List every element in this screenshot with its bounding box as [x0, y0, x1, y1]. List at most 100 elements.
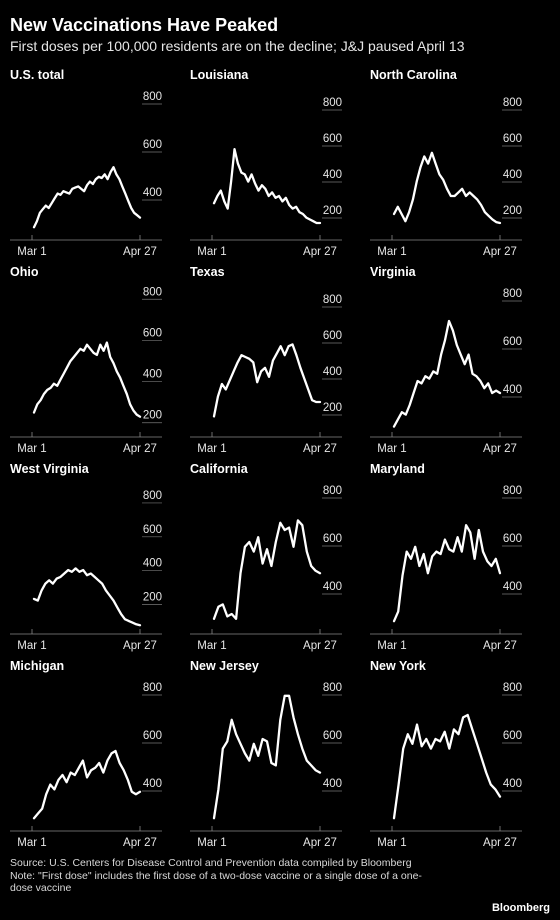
y-tick-label: 400: [323, 169, 342, 181]
panel-svg-maryland: Maryland 400 600 800 Mar 1 Apr 27: [370, 462, 522, 652]
panel-svg-west-virginia: West Virginia 200 400 600 800 Mar 1 Apr 27: [10, 462, 162, 652]
y-tick-label: 200: [143, 592, 162, 604]
bloomberg-logo: Bloomberg: [491, 902, 550, 914]
series-line: [392, 713, 502, 820]
y-tick-label: 800: [143, 91, 162, 103]
x-tick-label-end: Apr 27: [123, 246, 157, 258]
y-tick-label: 600: [503, 533, 522, 545]
series-line: [32, 341, 142, 418]
y-tick-label: 600: [143, 524, 162, 536]
x-tick-label-end: Apr 27: [303, 640, 337, 652]
x-tick-label-start: Mar 1: [17, 246, 46, 258]
y-tick-label: 200: [503, 205, 522, 217]
y-tick-label: 800: [503, 97, 522, 109]
series-line: [32, 749, 142, 820]
y-tick-label: 600: [323, 330, 342, 342]
panel-svg-virginia: Virginia 400 600 800 Mar 1 Apr 27: [370, 265, 522, 455]
x-tick-label-end: Apr 27: [123, 443, 157, 455]
y-tick-label: 400: [143, 778, 162, 790]
panel-title: U.S. total: [10, 68, 64, 82]
panel-title: Maryland: [370, 462, 425, 476]
y-tick-label: 200: [143, 410, 162, 422]
x-tick-label-start: Mar 1: [377, 443, 406, 455]
source-note: Source: U.S. Centers for Disease Control…: [10, 857, 412, 869]
chart-title: New Vaccinations Have Peaked: [10, 15, 279, 35]
x-tick-label-end: Apr 27: [123, 837, 157, 849]
y-tick-label: 400: [503, 169, 522, 181]
x-tick-label-end: Apr 27: [303, 443, 337, 455]
panel-svg-california: California 400 600 800 Mar 1 Apr 27: [190, 462, 342, 652]
panel-svg-louisiana: Louisiana 200 400 600 800 Mar 1 Apr 27: [190, 68, 342, 258]
panel-title: West Virginia: [10, 462, 90, 476]
panel-title: New Jersey: [190, 659, 259, 673]
x-tick-label-end: Apr 27: [483, 246, 517, 258]
panel-virginia: Virginia 400 600 800 Mar 1 Apr 27: [370, 259, 550, 457]
y-tick-label: 800: [503, 288, 522, 300]
panel-maryland: Maryland 400 600 800 Mar 1 Apr 27: [370, 456, 550, 654]
panel-title: Texas: [190, 265, 225, 279]
y-tick-label: 600: [323, 133, 342, 145]
x-tick-label-start: Mar 1: [17, 837, 46, 849]
x-tick-label-end: Apr 27: [123, 640, 157, 652]
y-tick-label: 800: [323, 97, 342, 109]
panel-new-jersey: New Jersey 400 600 800 Mar 1 Apr 27: [190, 653, 370, 851]
series-line: [32, 166, 142, 229]
x-tick-label-start: Mar 1: [377, 246, 406, 258]
y-tick-label: 600: [323, 533, 342, 545]
panel-north-carolina: North Carolina 200 400 600 800 Mar 1 Apr 27: [370, 62, 550, 260]
chart-subtitle: First doses per 100,000 residents are on…: [10, 38, 465, 54]
panel-title: Michigan: [10, 659, 64, 673]
y-tick-label: 600: [503, 730, 522, 742]
y-tick-label: 400: [323, 778, 342, 790]
x-tick-label-start: Mar 1: [17, 443, 46, 455]
y-tick-label: 200: [323, 402, 342, 414]
y-tick-label: 400: [323, 366, 342, 378]
panel-california: California 400 600 800 Mar 1 Apr 27: [190, 456, 370, 654]
y-tick-label: 600: [143, 327, 162, 339]
panel-svg-michigan: Michigan 400 600 800 Mar 1 Apr 27: [10, 659, 162, 849]
y-tick-label: 600: [143, 139, 162, 151]
y-tick-label: 800: [323, 682, 342, 694]
series-line: [212, 694, 322, 820]
y-tick-label: 400: [503, 778, 522, 790]
y-tick-label: 600: [143, 730, 162, 742]
panel-title: Louisiana: [190, 68, 249, 82]
y-tick-label: 200: [323, 205, 342, 217]
y-tick-label: 400: [503, 581, 522, 593]
panel-title: Ohio: [10, 265, 39, 279]
x-tick-label-end: Apr 27: [483, 640, 517, 652]
x-tick-label-end: Apr 27: [483, 443, 517, 455]
y-tick-label: 400: [323, 581, 342, 593]
x-tick-label-start: Mar 1: [17, 640, 46, 652]
y-tick-label: 800: [143, 682, 162, 694]
panel-svg-texas: Texas 200 400 600 800 Mar 1 Apr 27: [190, 265, 342, 455]
x-tick-label-start: Mar 1: [197, 246, 226, 258]
y-tick-label: 400: [143, 187, 162, 199]
panel-svg-north-carolina: North Carolina 200 400 600 800 Mar 1 Apr 27: [370, 68, 522, 258]
y-tick-label: 800: [323, 294, 342, 306]
panel-new-york: New York 400 600 800 Mar 1 Apr 27: [370, 653, 550, 851]
definition-note: Note: "First dose" includes the first do…: [10, 869, 422, 895]
panel-ohio: Ohio 200 400 600 800 Mar 1 Apr 27: [10, 259, 190, 457]
panel-michigan: Michigan 400 600 800 Mar 1 Apr 27: [10, 653, 190, 851]
panel-title: California: [190, 462, 249, 476]
x-tick-label-end: Apr 27: [303, 837, 337, 849]
series-line: [392, 524, 502, 623]
panel-svg-ohio: Ohio 200 400 600 800 Mar 1 Apr 27: [10, 265, 162, 455]
panel-svg-new-york: New York 400 600 800 Mar 1 Apr 27: [370, 659, 522, 849]
x-tick-label-start: Mar 1: [197, 837, 226, 849]
y-tick-label: 800: [143, 490, 162, 502]
series-line: [212, 148, 322, 225]
y-tick-label: 400: [503, 384, 522, 396]
panel-west-virginia: West Virginia 200 400 600 800 Mar 1 Apr 27: [10, 456, 190, 654]
y-tick-label: 600: [503, 336, 522, 348]
x-tick-label-start: Mar 1: [197, 640, 226, 652]
panel-title: New York: [370, 659, 426, 673]
series-line: [212, 519, 322, 620]
y-tick-label: 800: [143, 286, 162, 298]
panel-title: North Carolina: [370, 68, 458, 82]
y-tick-label: 600: [323, 730, 342, 742]
x-tick-label-start: Mar 1: [377, 640, 406, 652]
series-line: [32, 567, 142, 627]
series-line: [212, 343, 322, 418]
